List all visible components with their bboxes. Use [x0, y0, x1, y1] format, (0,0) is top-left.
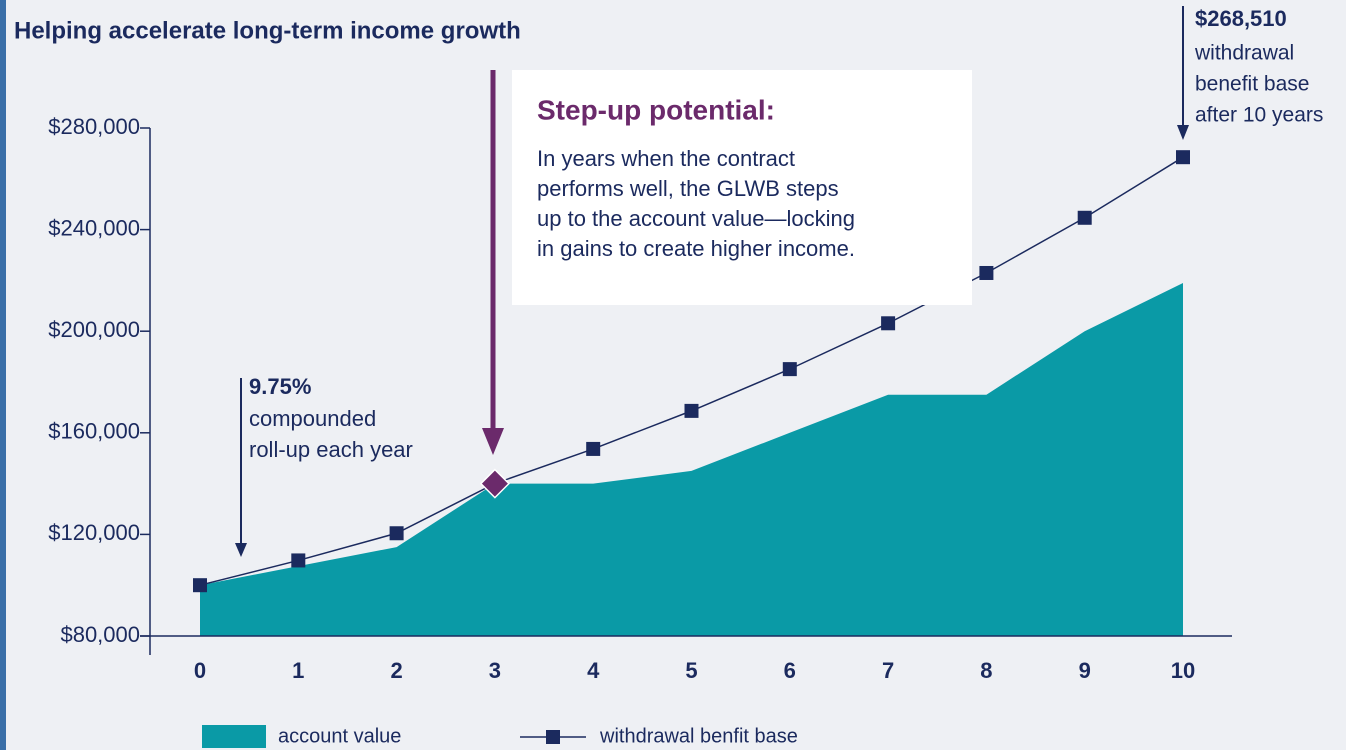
marker: [1176, 150, 1190, 165]
rollup-arrowhead: [235, 543, 247, 557]
marker: [1077, 210, 1092, 225]
marker: [782, 362, 797, 377]
final-text: withdrawal: [1194, 42, 1294, 65]
x-tick-label: 0: [194, 658, 206, 683]
x-tick-label: 7: [882, 658, 894, 683]
legend-marker: [546, 730, 560, 744]
marker: [389, 526, 404, 541]
x-tick-label: 9: [1079, 658, 1091, 683]
area: [200, 282, 1183, 636]
marker: [586, 441, 601, 456]
chart-title: Helping accelerate long-term income grow…: [14, 17, 521, 44]
callout-text: In years when the contract: [537, 146, 795, 171]
rollup-rate: 9.75%: [249, 374, 311, 399]
x-tick-label: 10: [1171, 658, 1195, 683]
x-tick-label: 3: [489, 658, 501, 683]
legend-swatch: [202, 725, 266, 748]
x-tick-label: 1: [292, 658, 304, 683]
step-up-arrowhead: [482, 428, 504, 455]
x-tick-label: 2: [390, 658, 402, 683]
y-tick-label: $160,000: [48, 419, 140, 444]
legend-label: account value: [278, 725, 401, 747]
x-tick-label: 5: [685, 658, 697, 683]
final-text: benefit base: [1195, 73, 1309, 96]
rollup-text: compounded: [249, 406, 376, 431]
legend-label: withdrawal benfit base: [599, 725, 798, 747]
callout-title: Step-up potential:: [537, 94, 775, 125]
marker: [979, 265, 994, 280]
y-tick-label: $280,000: [48, 114, 140, 139]
y-tick-label: $80,000: [60, 622, 140, 647]
final-value-label: $268,510: [1195, 6, 1287, 31]
callout-text: in gains to create higher income.: [537, 236, 855, 261]
y-tick-label: $120,000: [48, 520, 140, 545]
y-tick-label: $200,000: [48, 317, 140, 342]
marker: [881, 316, 896, 331]
callout-box: [512, 70, 972, 305]
x-tick-label: 6: [784, 658, 796, 683]
callout-text: performs well, the GLWB steps: [537, 176, 839, 201]
final-arrowhead: [1177, 125, 1189, 140]
marker: [193, 578, 207, 593]
marker: [291, 553, 306, 568]
edge-strip: [0, 0, 6, 750]
x-tick-label: 4: [587, 658, 600, 683]
step-up-marker: [479, 468, 510, 499]
marker: [684, 403, 699, 418]
x-tick-label: 8: [980, 658, 992, 683]
y-tick-label: $240,000: [48, 215, 140, 240]
final-text: after 10 years: [1195, 104, 1323, 127]
rollup-text: roll-up each year: [249, 437, 413, 462]
callout-text: up to the account value—locking: [537, 206, 855, 231]
